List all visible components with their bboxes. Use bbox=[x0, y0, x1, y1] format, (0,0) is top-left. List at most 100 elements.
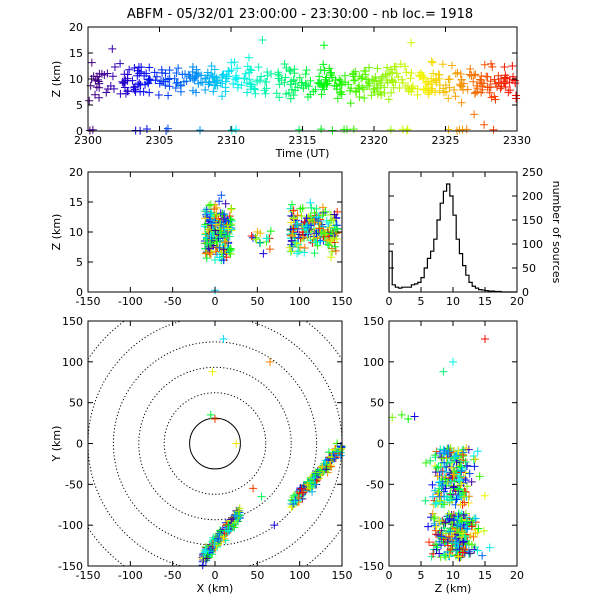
data-point bbox=[225, 232, 234, 241]
data-point bbox=[219, 222, 228, 231]
data-point bbox=[192, 65, 201, 74]
data-point bbox=[219, 245, 228, 254]
data-point bbox=[204, 80, 213, 89]
data-point bbox=[446, 489, 455, 498]
data-point bbox=[439, 88, 448, 97]
data-point bbox=[467, 71, 476, 80]
data-point bbox=[233, 64, 242, 73]
data-point bbox=[473, 546, 482, 555]
data-point bbox=[135, 69, 144, 78]
data-point bbox=[247, 231, 256, 240]
data-point bbox=[286, 204, 295, 213]
data-point bbox=[258, 36, 267, 44]
data-point bbox=[431, 500, 440, 509]
data-point bbox=[262, 84, 271, 93]
data-point bbox=[310, 249, 319, 258]
y-tick-label: 15 bbox=[69, 47, 83, 60]
data-point bbox=[450, 85, 459, 94]
data-point bbox=[163, 75, 172, 84]
y-tick-label: 10 bbox=[69, 73, 83, 86]
data-point bbox=[453, 68, 462, 77]
data-point bbox=[293, 211, 302, 220]
data-point bbox=[145, 63, 154, 72]
data-point bbox=[225, 212, 234, 221]
x-tick-label: 15 bbox=[478, 569, 492, 582]
data-point bbox=[473, 447, 482, 456]
data-point bbox=[462, 444, 471, 453]
data-point bbox=[501, 83, 510, 92]
data-point bbox=[230, 58, 239, 67]
data-point bbox=[337, 87, 346, 96]
data-point bbox=[457, 75, 466, 84]
data-point bbox=[472, 87, 481, 96]
data-point bbox=[489, 125, 498, 134]
data-point bbox=[494, 71, 503, 80]
plan_view-frame bbox=[87, 320, 343, 567]
data-point bbox=[330, 224, 339, 233]
data-point bbox=[121, 76, 130, 85]
data-point bbox=[427, 57, 436, 66]
data-point bbox=[323, 79, 332, 88]
data-point bbox=[299, 488, 308, 497]
data-point bbox=[486, 77, 495, 86]
data-point bbox=[131, 85, 140, 94]
data-point bbox=[445, 514, 454, 523]
y-tick-label: -50 bbox=[366, 478, 384, 491]
data-point bbox=[365, 63, 374, 72]
data-point bbox=[440, 500, 449, 509]
data-point bbox=[434, 70, 443, 79]
data-point bbox=[165, 66, 174, 75]
data-point bbox=[293, 83, 302, 92]
y-tick-label: 0 bbox=[522, 286, 529, 299]
data-point bbox=[386, 125, 395, 134]
data-point bbox=[455, 125, 464, 134]
y-tick-label: 0 bbox=[76, 286, 83, 299]
x-tick-label: 100 bbox=[289, 295, 310, 308]
data-point bbox=[372, 83, 381, 92]
x-tick-label: -100 bbox=[118, 569, 143, 582]
data-point bbox=[97, 69, 106, 78]
data-point bbox=[425, 538, 434, 547]
data-point bbox=[255, 76, 264, 85]
data-point bbox=[304, 223, 313, 232]
data-point bbox=[476, 75, 485, 84]
data-point bbox=[373, 64, 382, 73]
data-point bbox=[336, 451, 345, 460]
data-point bbox=[459, 537, 468, 546]
data-point bbox=[300, 248, 309, 257]
data-point bbox=[408, 82, 417, 91]
data-point bbox=[222, 253, 231, 262]
x-tick-label: 0 bbox=[212, 569, 219, 582]
x-tick-label: -150 bbox=[76, 569, 101, 582]
data-point bbox=[351, 75, 360, 84]
data-point bbox=[154, 90, 163, 99]
data-point bbox=[413, 90, 422, 99]
data-point bbox=[455, 485, 464, 494]
data-point bbox=[429, 514, 438, 523]
data-point bbox=[145, 88, 154, 97]
data-point bbox=[456, 69, 465, 78]
data-point bbox=[470, 110, 479, 119]
data-point bbox=[253, 227, 262, 236]
y-tick-label: 10 bbox=[69, 226, 83, 239]
y-tick-label: 100 bbox=[522, 238, 543, 251]
x-tick-label: 50 bbox=[250, 295, 264, 308]
data-point bbox=[227, 246, 236, 255]
data-point bbox=[286, 247, 295, 256]
data-point bbox=[217, 191, 226, 200]
data-point bbox=[426, 456, 435, 465]
data-point bbox=[449, 516, 458, 525]
data-point bbox=[120, 78, 129, 87]
data-point bbox=[445, 496, 454, 505]
data-point bbox=[471, 529, 480, 538]
data-point bbox=[466, 64, 475, 73]
data-point bbox=[430, 462, 439, 471]
data-point bbox=[213, 534, 222, 543]
range-ring bbox=[88, 321, 342, 566]
x-tick-label: 2310 bbox=[217, 134, 245, 147]
data-point bbox=[308, 487, 317, 496]
data-point bbox=[108, 72, 117, 81]
data-point bbox=[202, 254, 211, 263]
data-point bbox=[337, 80, 346, 89]
data-point bbox=[316, 65, 325, 74]
